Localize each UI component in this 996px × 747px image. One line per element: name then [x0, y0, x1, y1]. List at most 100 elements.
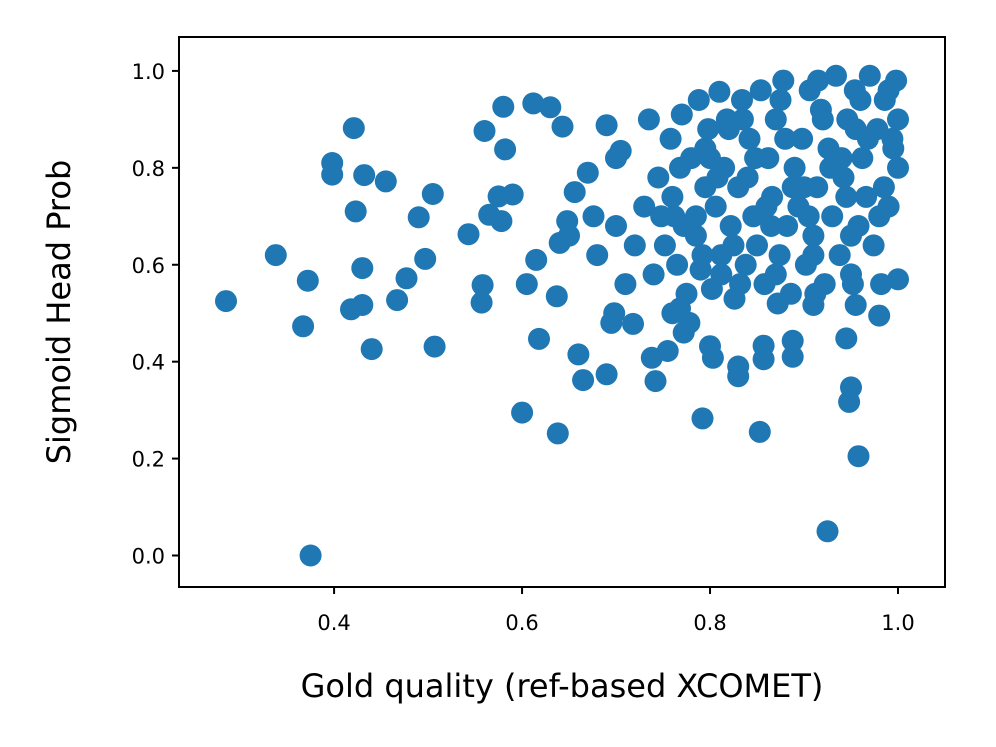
data-point [292, 315, 315, 338]
data-point [633, 195, 656, 218]
data-point [423, 335, 446, 358]
data-point [215, 290, 237, 313]
data-point [819, 156, 842, 179]
data-point [572, 369, 595, 392]
data-point [691, 244, 714, 267]
y-axis-ticks: 0.0 0.2 0.4 0.6 0.8 1.0 [132, 60, 179, 569]
data-point [752, 348, 775, 371]
data-point [855, 185, 878, 208]
data-point [719, 215, 742, 237]
data-point [729, 273, 752, 296]
data-point [764, 263, 787, 286]
x-tick-label: 0.6 [505, 611, 538, 635]
data-point [887, 156, 909, 179]
data-point [558, 224, 580, 247]
data-point [672, 215, 695, 237]
data-point [605, 147, 627, 170]
data-point [791, 127, 814, 150]
data-point [539, 96, 562, 119]
data-point [351, 294, 374, 316]
data-point [882, 137, 905, 160]
data-point [766, 292, 789, 315]
data-point [807, 69, 830, 92]
y-tick-label: 0.0 [132, 545, 165, 569]
data-point [862, 234, 885, 257]
data-point [781, 329, 804, 352]
data-point [774, 127, 797, 150]
data-point [351, 257, 374, 280]
data-point [605, 215, 627, 237]
data-point [492, 95, 515, 118]
data-point [551, 115, 574, 138]
data-point [816, 520, 839, 543]
data-point [870, 273, 893, 296]
data-point [840, 224, 862, 247]
data-point [704, 195, 727, 218]
data-point [872, 176, 895, 199]
data-point [731, 108, 754, 131]
data-point [764, 108, 787, 131]
data-point [701, 346, 724, 369]
data-point [772, 69, 795, 92]
data-point [776, 215, 799, 237]
data-point [736, 166, 759, 189]
data-point [661, 185, 684, 208]
data-point [473, 120, 496, 142]
data-point [722, 234, 745, 257]
data-point [623, 234, 646, 257]
y-axis-label: Sigmoid Head Prob [40, 160, 78, 465]
data-point [644, 370, 667, 393]
data-point [706, 166, 729, 189]
data-point [666, 253, 689, 276]
data-point [887, 268, 909, 291]
data-point [545, 285, 568, 308]
data-point [781, 345, 804, 368]
data-point [731, 89, 753, 111]
data-point [802, 224, 825, 247]
data-point [727, 365, 750, 388]
data-point [887, 108, 909, 131]
data-point [877, 79, 900, 102]
data-point [825, 64, 847, 87]
data-point [708, 80, 731, 103]
y-tick-label: 0.8 [132, 157, 165, 181]
data-point [470, 291, 493, 314]
data-point [528, 327, 550, 350]
data-point [851, 147, 874, 170]
data-point [755, 195, 778, 218]
data-point [296, 269, 319, 292]
data-point [840, 376, 862, 399]
data-point [844, 294, 867, 316]
data-point [637, 108, 660, 131]
data-point [360, 338, 383, 361]
plot-frame [178, 36, 946, 588]
x-tick-label: 0.4 [317, 611, 350, 635]
data-point [582, 205, 605, 228]
data-point [734, 253, 757, 276]
data-point [749, 79, 772, 102]
data-point [614, 273, 637, 296]
data-point [781, 176, 804, 199]
data-point [421, 183, 444, 205]
y-tick-label: 0.2 [132, 448, 165, 472]
data-point [374, 170, 397, 193]
y-tick-label: 0.6 [132, 254, 165, 278]
data-point [567, 343, 590, 366]
data-point [847, 445, 870, 468]
data-point [835, 185, 858, 208]
data-point [525, 248, 548, 271]
data-point [868, 205, 891, 228]
data-point [738, 127, 761, 150]
y-tick-label: 0.4 [132, 351, 165, 375]
data-point [595, 363, 618, 386]
data-point [586, 244, 609, 267]
data-point [653, 234, 676, 257]
data-point [744, 147, 767, 170]
data-point [595, 114, 618, 137]
data-point [811, 108, 834, 131]
data-point [642, 263, 665, 286]
data-point [783, 156, 806, 179]
data-point [802, 244, 825, 267]
data-point [299, 544, 322, 567]
